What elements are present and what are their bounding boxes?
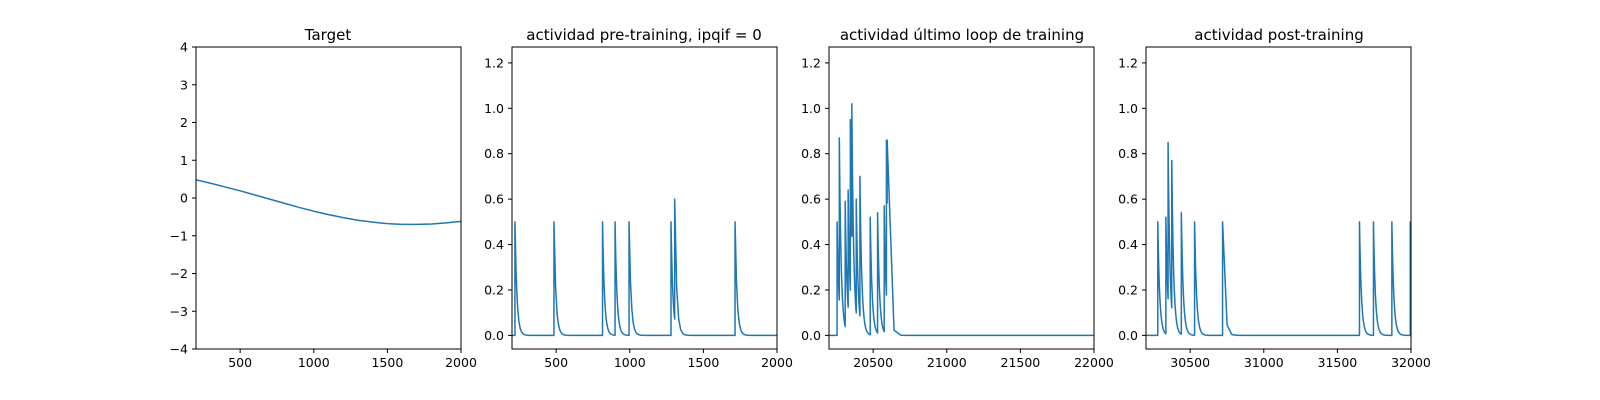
x-tick-label: 1500: [371, 355, 403, 370]
x-tick-label: 21500: [1001, 355, 1041, 370]
y-tick-label: −2: [170, 266, 188, 281]
y-tick-label: 0: [180, 191, 188, 206]
y-tick-label: 1: [180, 153, 188, 168]
series-line: [196, 179, 461, 226]
x-tick-label: 22000: [1074, 355, 1114, 370]
panel-pre-training: actividad pre-training, ipqif = 0 500 100…: [484, 26, 793, 370]
axes-frame: [1145, 46, 1412, 350]
y-tick-label: 0.8: [484, 146, 504, 161]
x-tick-label: 32000: [1391, 355, 1431, 370]
y-tick-label: 0.6: [484, 192, 504, 207]
x-tick-label: 1500: [687, 355, 719, 370]
y-tick-label: −4: [170, 342, 188, 357]
y-tick-label: 0.4: [801, 237, 821, 252]
y-tick-label: 0.6: [801, 192, 821, 207]
y-tick-label: 0.8: [801, 146, 821, 161]
x-tick-label: 1000: [614, 355, 646, 370]
panel-title: actividad último loop de training: [840, 26, 1084, 44]
y-tick-label: 0.0: [1118, 328, 1138, 343]
x-tick-label: 1000: [298, 355, 330, 370]
panel-ultimo-loop: actividad último loop de training 20500 2…: [801, 26, 1114, 370]
x-tick-label: 500: [544, 355, 568, 370]
x-tick-label: 31000: [1244, 355, 1284, 370]
y-tick-label: 0.8: [1118, 146, 1138, 161]
panel-title: actividad pre-training, ipqif = 0: [526, 26, 762, 44]
x-tick-label: 2000: [445, 355, 477, 370]
series-line: [1146, 141, 1411, 337]
y-tick-label: 0.0: [801, 328, 821, 343]
y-tick-label: 1.2: [484, 55, 504, 70]
panel-title: actividad post-training: [1194, 26, 1363, 44]
y-tick-label: 2: [180, 115, 188, 130]
y-tick-label: 1.0: [1118, 101, 1138, 116]
x-tick-label: 500: [228, 355, 252, 370]
x-tick-label: 30500: [1170, 355, 1210, 370]
y-tick-label: 0.4: [1118, 237, 1138, 252]
y-tick-label: 0.4: [484, 237, 504, 252]
panel-title: Target: [304, 26, 352, 44]
y-tick-label: 0.2: [1118, 282, 1138, 297]
series-line: [829, 103, 1094, 337]
y-tick-label: 0.2: [484, 282, 504, 297]
y-tick-label: −3: [170, 304, 188, 319]
panel-target: Target 500 1000 1500 2000 −4 −3 −2 −1 0 1 2 3 4: [170, 26, 477, 370]
x-tick-label: 31500: [1318, 355, 1358, 370]
y-tick-label: 1.0: [484, 101, 504, 116]
y-tick-label: 1.2: [801, 55, 821, 70]
axes-frame: [828, 46, 1095, 350]
y-tick-label: 1.0: [801, 101, 821, 116]
y-tick-label: 1.2: [1118, 55, 1138, 70]
y-tick-label: 0.0: [484, 328, 504, 343]
y-tick-label: 4: [180, 40, 188, 55]
x-tick-label: 2000: [761, 355, 793, 370]
series-line: [512, 198, 777, 337]
y-tick-label: 0.2: [801, 282, 821, 297]
panel-post-training: actividad post-training 30500 31000 31500 3…: [1118, 26, 1431, 370]
y-tick-label: 3: [180, 77, 188, 92]
axes-frame: [511, 46, 778, 350]
x-tick-label: 20500: [853, 355, 893, 370]
x-tick-label: 21000: [927, 355, 967, 370]
y-tick-label: −1: [170, 228, 188, 243]
y-tick-label: 0.6: [1118, 192, 1138, 207]
